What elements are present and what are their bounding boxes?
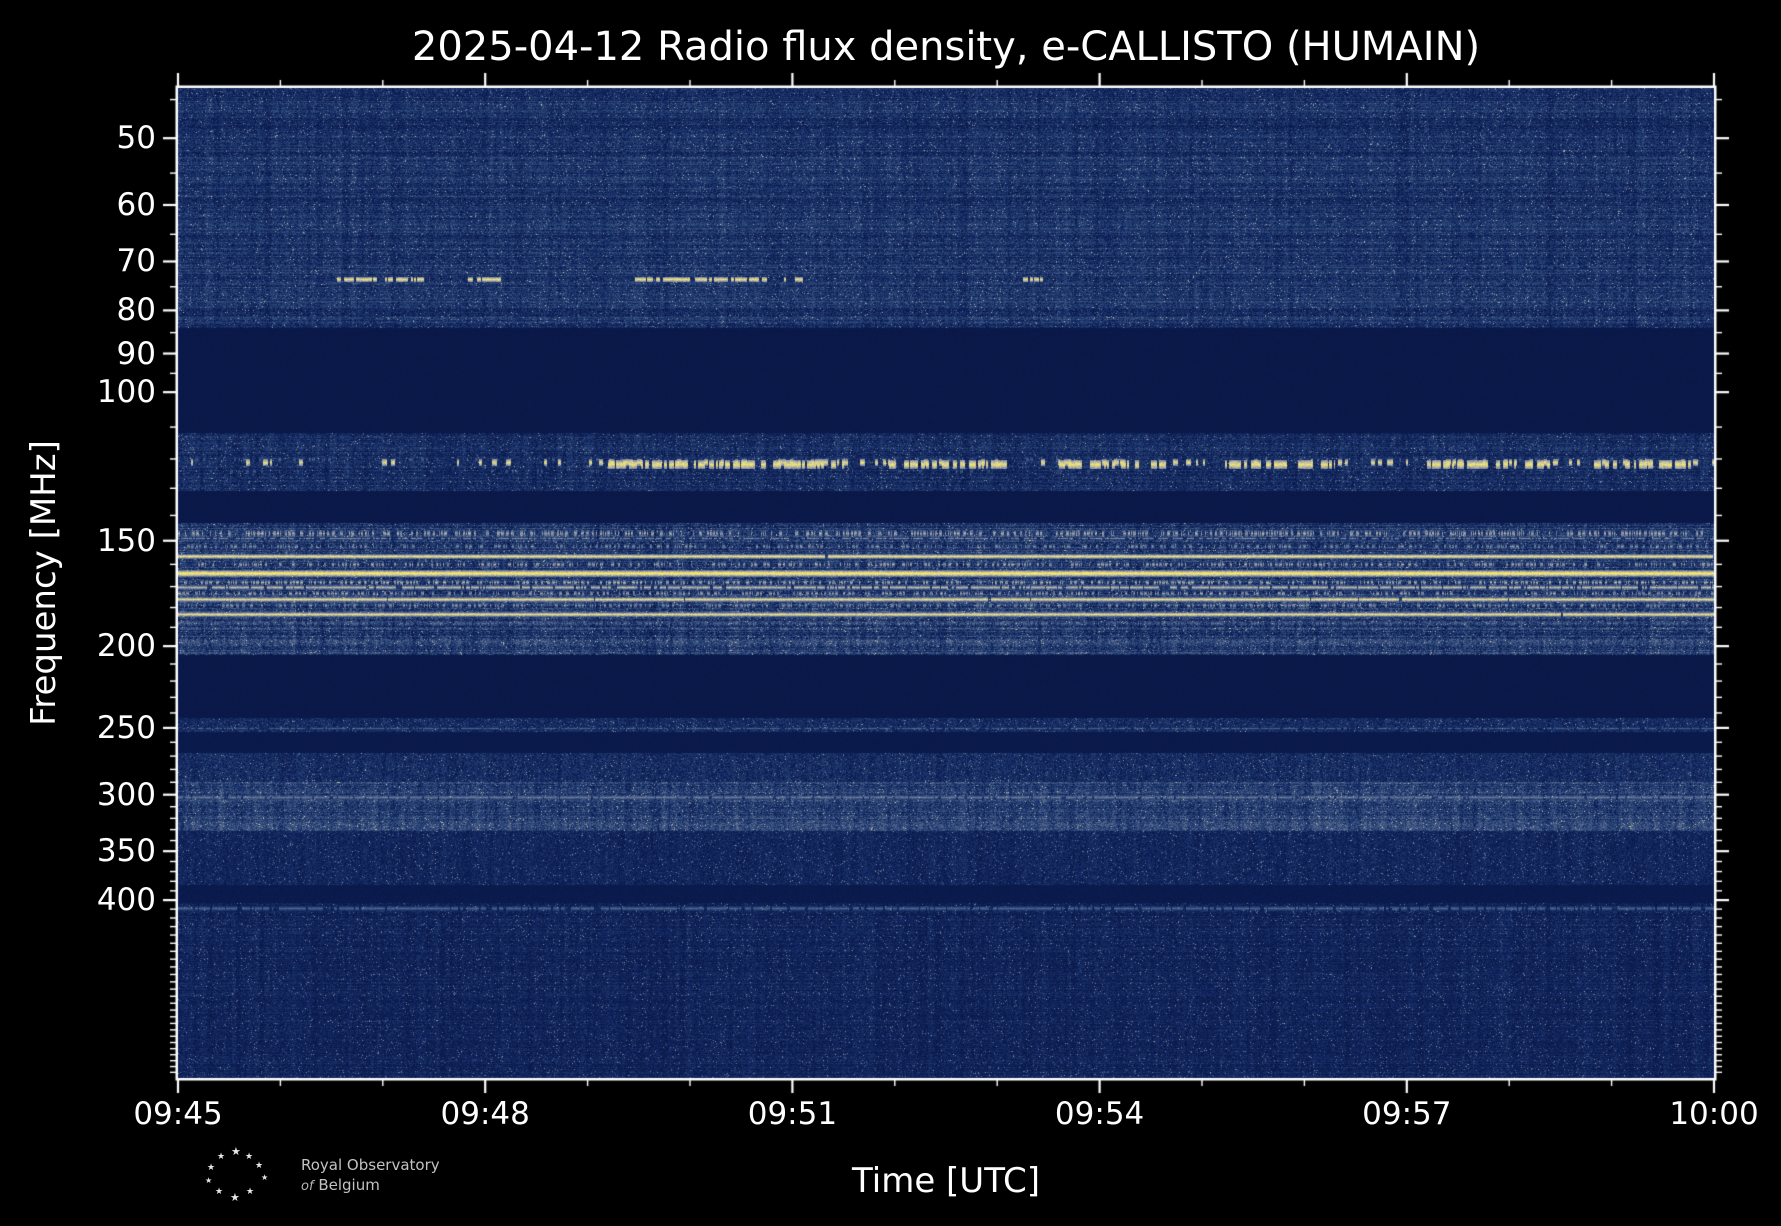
y-tick-label: 60 [116, 186, 156, 223]
rob-logo: ★ ★ ★ ★ ★ ★ ★ ★ ★ ★ Royal Observatory of Belgium [205, 1146, 440, 1204]
rob-logo-text-belgium: Belgium [318, 1175, 380, 1194]
x-axis-label: Time [UTC] [852, 1161, 1040, 1201]
y-tick-label: 200 [96, 628, 156, 665]
y-axis-label: Frequency [MHz] [24, 440, 64, 726]
y-tick-label: 80 [116, 292, 156, 329]
x-tick-label: 10:00 [1669, 1096, 1759, 1132]
rob-logo-stars: ★ ★ ★ ★ ★ ★ ★ ★ ★ ★ [205, 1146, 279, 1204]
rob-logo-star-icon: ★ [207, 1163, 216, 1173]
y-tick-label: 250 [96, 709, 156, 746]
rob-logo-star-icon: ★ [231, 1145, 241, 1158]
y-tick-label: 150 [96, 522, 156, 559]
chart-title: 2025-04-12 Radio flux density, e-CALLIST… [411, 24, 1481, 70]
rob-logo-star-icon: ★ [255, 1161, 264, 1171]
y-tick-label: 350 [96, 833, 156, 870]
rob-logo-star-icon: ★ [215, 1187, 224, 1197]
y-tick-label: 400 [96, 882, 156, 919]
x-tick-label: 09:51 [747, 1096, 838, 1132]
y-tick-label: 100 [96, 374, 156, 411]
y-tick-label: 300 [96, 776, 156, 813]
rob-logo-star-icon: ★ [230, 1191, 240, 1204]
x-tick-label: 09:45 [133, 1096, 223, 1132]
rob-logo-star-icon: ★ [217, 1152, 226, 1162]
rob-logo-text-line1: Royal Observatory [301, 1155, 440, 1174]
rob-logo-text-line2: of Belgium [301, 1175, 440, 1196]
y-tick-label: 50 [116, 120, 156, 157]
x-tick-label: 09:57 [1362, 1096, 1452, 1132]
rob-logo-star-icon: ★ [245, 1152, 254, 1162]
rob-logo-star-icon: ★ [246, 1187, 255, 1197]
y-tick-label: 70 [116, 243, 156, 280]
rob-logo-star-icon: ★ [205, 1176, 213, 1185]
x-tick-label: 09:48 [440, 1096, 530, 1132]
x-tick-label: 09:54 [1054, 1096, 1145, 1132]
rob-logo-text-of: of [301, 1178, 314, 1194]
y-tick-label: 90 [116, 335, 156, 372]
rob-logo-star-icon: ★ [261, 1173, 269, 1182]
rob-logo-text: Royal Observatory of Belgium [301, 1155, 440, 1196]
